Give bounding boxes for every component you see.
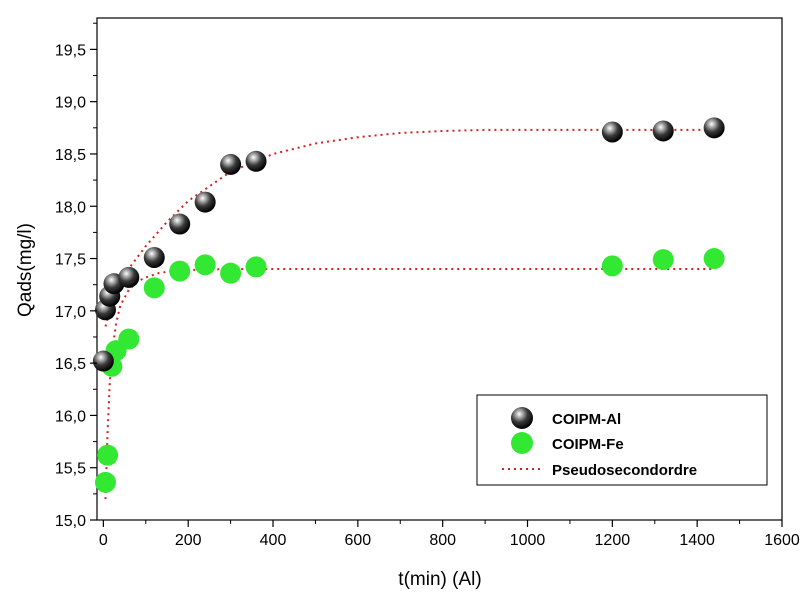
y-tick-label: 18,0 <box>55 199 86 216</box>
data-point-coipm-al <box>92 350 114 372</box>
legend-marker-coipm-al <box>511 407 533 429</box>
x-tick-label: 1000 <box>510 532 546 549</box>
data-point-coipm-fe <box>143 277 165 299</box>
data-point-coipm-fe <box>220 262 242 284</box>
y-tick-label: 17,0 <box>55 304 86 321</box>
data-point-coipm-al <box>220 153 242 175</box>
data-point-coipm-fe <box>601 255 623 277</box>
data-point-coipm-al <box>143 246 165 268</box>
data-point-coipm-fe <box>194 254 216 276</box>
plot-frame <box>96 17 783 521</box>
series-coipm-al <box>92 117 725 372</box>
x-tick-label: 400 <box>260 532 287 549</box>
data-point-coipm-fe <box>118 328 140 350</box>
x-axis: 0 200 400 600 800 1000 1200 1400 1600 <box>99 520 800 549</box>
data-point-coipm-al <box>194 191 216 213</box>
data-point-coipm-fe <box>94 471 116 493</box>
x-tick-label: 600 <box>344 532 371 549</box>
legend-label-coipm-al: COIPM-Al <box>552 411 621 428</box>
y-axis-title: Qads(mg/l) <box>15 223 36 317</box>
x-tick-label: 1600 <box>764 532 800 549</box>
y-tick-label: 16,5 <box>55 356 86 373</box>
data-point-coipm-fe <box>169 260 191 282</box>
data-point-coipm-al <box>703 117 725 139</box>
y-tick-label: 15,5 <box>55 461 86 478</box>
legend-label-coipm-fe: COIPM-Fe <box>552 436 624 453</box>
plot-border <box>96 17 783 521</box>
series-coipm-fe <box>94 248 725 493</box>
data-point-coipm-al <box>245 150 267 172</box>
y-tick-label: 15,0 <box>55 513 86 530</box>
data-point-coipm-fe <box>245 256 267 278</box>
data-point-coipm-fe <box>652 249 674 271</box>
legend-marker-coipm-fe <box>511 432 533 454</box>
y-tick-label: 18,5 <box>55 147 86 164</box>
data-point-coipm-al <box>169 213 191 235</box>
data-point-coipm-fe <box>703 248 725 270</box>
y-tick-label: 17,5 <box>55 252 86 269</box>
y-tick-label: 19,5 <box>55 42 86 59</box>
x-tick-label: 1200 <box>595 532 631 549</box>
legend-label-fit: Pseudosecondordre <box>552 462 697 479</box>
x-tick-label: 0 <box>99 532 108 549</box>
x-tick-label: 200 <box>175 532 202 549</box>
data-point-coipm-al <box>118 266 140 288</box>
fit-curve-1 <box>104 128 715 327</box>
x-tick-label: 1400 <box>679 532 715 549</box>
y-tick-label: 16,0 <box>55 408 86 425</box>
x-axis-title: t(min) (Al) <box>398 569 481 590</box>
y-axis: 15,0 15,5 16,0 16,5 17,0 17,5 18,0 18,5 19,0 19,5 <box>55 22 97 530</box>
data-point-coipm-fe <box>97 444 119 466</box>
x-tick-label: 800 <box>429 532 456 549</box>
legend: COIPM-Al COIPM-Fe Pseudosecondordre <box>476 394 768 486</box>
data-point-coipm-al <box>652 120 674 142</box>
data-point-coipm-al <box>601 121 623 143</box>
y-tick-label: 19,0 <box>55 95 86 112</box>
